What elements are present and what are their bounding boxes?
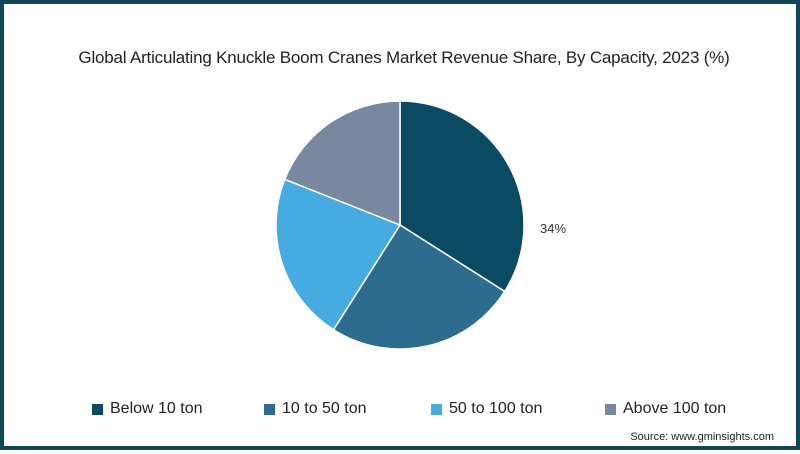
legend-item-10-to-50-ton: 10 to 50 ton xyxy=(264,400,367,418)
legend-label: Below 10 ton xyxy=(110,400,203,417)
legend-label: Above 100 ton xyxy=(623,400,727,417)
chart-title: Global Articulating Knuckle Boom Cranes … xyxy=(78,48,730,67)
legend-swatch xyxy=(92,403,103,415)
pie-slice-50-to-100-ton xyxy=(275,178,402,331)
legend-swatch xyxy=(431,403,442,415)
pie-slices xyxy=(275,100,525,350)
pie-chart xyxy=(275,100,525,350)
slice-label-below-10-ton: 34% xyxy=(540,221,567,236)
source-note: Source: www.gminsights.com xyxy=(630,431,774,443)
legend-item-50-to-100-ton: 50 to 100 ton xyxy=(431,400,542,418)
legend-label: 50 to 100 ton xyxy=(449,400,543,417)
legend-label: 10 to 50 ton xyxy=(282,400,367,417)
legend-item-above-100-ton: Above 100 ton xyxy=(605,400,726,418)
legend: Below 10 ton 10 to 50 ton 50 to 100 ton … xyxy=(4,400,800,422)
legend-item-below-10-ton: Below 10 ton xyxy=(92,400,203,418)
legend-swatch xyxy=(605,403,616,415)
pie-slice-10-to-50-ton xyxy=(332,223,506,350)
legend-swatch xyxy=(264,403,275,415)
pie-slice-above-100-ton xyxy=(283,100,401,227)
